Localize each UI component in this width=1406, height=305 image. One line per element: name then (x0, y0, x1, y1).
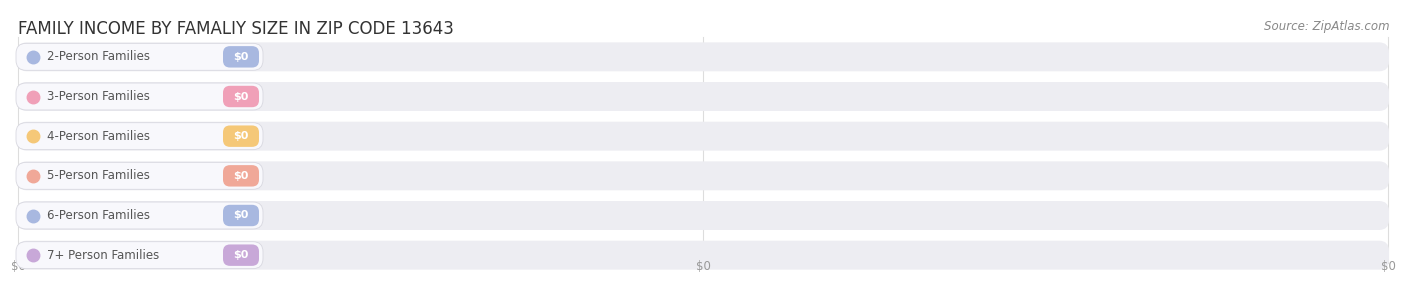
Text: 2-Person Families: 2-Person Families (46, 50, 150, 63)
Text: $0: $0 (696, 260, 710, 273)
FancyBboxPatch shape (17, 241, 1389, 270)
FancyBboxPatch shape (224, 46, 259, 67)
Text: $0: $0 (11, 260, 25, 273)
FancyBboxPatch shape (15, 162, 263, 189)
FancyBboxPatch shape (224, 125, 259, 147)
Text: 4-Person Families: 4-Person Families (46, 130, 150, 143)
FancyBboxPatch shape (224, 244, 259, 266)
FancyBboxPatch shape (15, 43, 263, 70)
Text: $0: $0 (233, 131, 249, 141)
FancyBboxPatch shape (17, 201, 1389, 230)
Text: 5-Person Families: 5-Person Families (46, 169, 150, 182)
Text: FAMILY INCOME BY FAMALIY SIZE IN ZIP CODE 13643: FAMILY INCOME BY FAMALIY SIZE IN ZIP COD… (18, 20, 454, 38)
FancyBboxPatch shape (224, 205, 259, 226)
Text: 3-Person Families: 3-Person Families (46, 90, 150, 103)
Text: $0: $0 (233, 92, 249, 102)
FancyBboxPatch shape (224, 86, 259, 107)
Text: $0: $0 (233, 210, 249, 221)
Text: 6-Person Families: 6-Person Families (46, 209, 150, 222)
FancyBboxPatch shape (17, 82, 1389, 111)
FancyBboxPatch shape (15, 202, 263, 229)
FancyBboxPatch shape (17, 122, 1389, 151)
Text: $0: $0 (233, 250, 249, 260)
FancyBboxPatch shape (17, 161, 1389, 190)
FancyBboxPatch shape (15, 83, 263, 110)
FancyBboxPatch shape (15, 242, 263, 269)
FancyBboxPatch shape (17, 42, 1389, 71)
FancyBboxPatch shape (15, 123, 263, 150)
Text: $0: $0 (233, 52, 249, 62)
Text: $0: $0 (233, 171, 249, 181)
FancyBboxPatch shape (224, 165, 259, 187)
Text: $0: $0 (1381, 260, 1395, 273)
Text: 7+ Person Families: 7+ Person Families (46, 249, 159, 262)
Text: Source: ZipAtlas.com: Source: ZipAtlas.com (1264, 20, 1391, 33)
